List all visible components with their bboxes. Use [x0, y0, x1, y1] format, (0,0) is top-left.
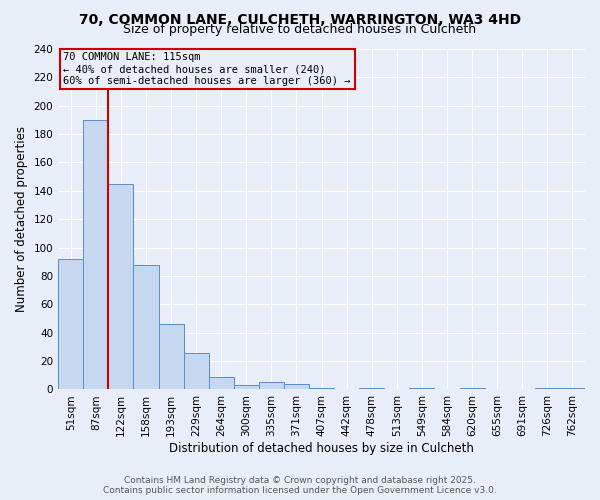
- Bar: [359, 388, 385, 390]
- Bar: [560, 388, 585, 390]
- Bar: [133, 264, 158, 390]
- Text: 70, COMMON LANE, CULCHETH, WARRINGTON, WA3 4HD: 70, COMMON LANE, CULCHETH, WARRINGTON, W…: [79, 12, 521, 26]
- Bar: [234, 385, 259, 390]
- Bar: [184, 352, 209, 390]
- X-axis label: Distribution of detached houses by size in Culcheth: Distribution of detached houses by size …: [169, 442, 474, 455]
- Y-axis label: Number of detached properties: Number of detached properties: [15, 126, 28, 312]
- Bar: [284, 384, 309, 390]
- Bar: [158, 324, 184, 390]
- Text: 70 COMMON LANE: 115sqm
← 40% of detached houses are smaller (240)
60% of semi-de: 70 COMMON LANE: 115sqm ← 40% of detached…: [64, 52, 351, 86]
- Bar: [259, 382, 284, 390]
- Text: Contains HM Land Registry data © Crown copyright and database right 2025.
Contai: Contains HM Land Registry data © Crown c…: [103, 476, 497, 495]
- Bar: [309, 388, 334, 390]
- Bar: [58, 259, 83, 390]
- Bar: [109, 184, 133, 390]
- Bar: [409, 388, 434, 390]
- Bar: [209, 376, 234, 390]
- Text: Size of property relative to detached houses in Culcheth: Size of property relative to detached ho…: [124, 22, 476, 36]
- Bar: [83, 120, 109, 390]
- Bar: [460, 388, 485, 390]
- Bar: [535, 388, 560, 390]
